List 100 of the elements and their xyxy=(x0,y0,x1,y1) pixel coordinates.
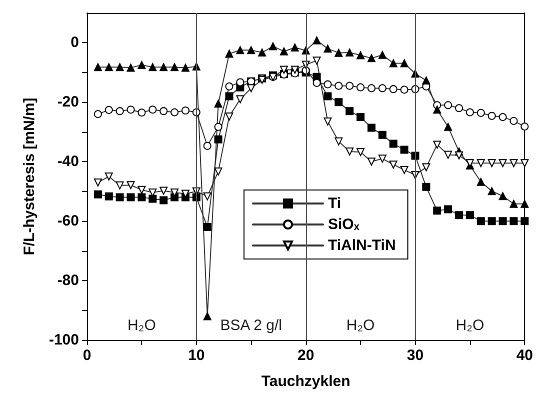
point xyxy=(520,217,529,226)
point xyxy=(378,50,386,59)
annotation: BSA 2 g/l xyxy=(220,316,282,334)
point xyxy=(510,159,518,168)
point xyxy=(444,205,452,214)
point xyxy=(104,106,113,114)
point xyxy=(269,42,278,50)
point xyxy=(455,151,464,160)
point xyxy=(422,163,430,172)
point xyxy=(214,100,222,108)
point xyxy=(94,178,102,186)
x-tick-label: 10 xyxy=(188,347,205,364)
x-axis-title: Tauchzyklen xyxy=(261,373,350,390)
point xyxy=(444,101,452,110)
point xyxy=(346,82,354,90)
point xyxy=(280,47,288,56)
point xyxy=(389,59,398,68)
point xyxy=(367,124,376,132)
point xyxy=(247,46,256,54)
point xyxy=(356,51,365,60)
point xyxy=(138,186,146,194)
point xyxy=(520,122,529,131)
point xyxy=(400,59,408,68)
point xyxy=(400,86,408,94)
point xyxy=(104,63,113,72)
point xyxy=(181,106,190,115)
annotation: H₂O xyxy=(456,316,484,334)
point xyxy=(400,166,408,174)
point xyxy=(488,217,496,226)
y-tick-label: 0 xyxy=(70,34,79,52)
point xyxy=(203,142,212,150)
point xyxy=(225,50,234,58)
point xyxy=(94,110,102,118)
point xyxy=(203,223,212,232)
point xyxy=(203,312,212,320)
point xyxy=(126,64,135,72)
point xyxy=(346,48,354,57)
point xyxy=(290,43,299,52)
point xyxy=(94,190,102,198)
point xyxy=(334,137,343,146)
point xyxy=(455,211,464,220)
point xyxy=(94,63,102,72)
point xyxy=(476,108,485,117)
point xyxy=(520,200,529,208)
point xyxy=(225,82,234,90)
point xyxy=(116,181,124,190)
point xyxy=(138,108,146,117)
point xyxy=(160,63,168,72)
point xyxy=(148,106,157,114)
point xyxy=(356,113,365,122)
point xyxy=(138,193,146,202)
point xyxy=(236,78,244,86)
y-tick-label: -60 xyxy=(57,212,79,230)
point xyxy=(225,112,234,120)
point xyxy=(104,172,113,180)
point xyxy=(148,63,157,72)
point xyxy=(520,159,529,168)
point xyxy=(324,118,332,126)
point xyxy=(466,108,474,116)
point xyxy=(466,211,474,220)
point xyxy=(433,106,442,114)
point xyxy=(476,217,485,226)
y-tick-label: -40 xyxy=(57,153,79,170)
point xyxy=(378,154,386,163)
point xyxy=(476,178,485,186)
point xyxy=(214,122,222,131)
x-tick-label: 20 xyxy=(297,347,314,364)
point xyxy=(203,192,212,200)
legend-label: SiOₓ xyxy=(328,216,360,233)
point xyxy=(160,107,168,116)
point xyxy=(116,193,124,202)
point xyxy=(444,122,452,131)
legend-label: TiAlN-TiN xyxy=(328,237,396,254)
point xyxy=(324,92,332,100)
point xyxy=(455,104,464,112)
point xyxy=(422,182,430,191)
point xyxy=(433,206,442,215)
point xyxy=(225,92,234,100)
point xyxy=(488,187,496,196)
point xyxy=(312,56,321,65)
legend-label: Ti xyxy=(328,195,342,212)
point xyxy=(148,194,157,203)
point xyxy=(312,78,321,87)
point xyxy=(367,84,376,92)
point xyxy=(400,146,408,154)
point xyxy=(116,63,124,72)
point xyxy=(367,158,376,166)
point xyxy=(214,135,222,144)
point xyxy=(389,140,398,148)
point xyxy=(160,196,168,204)
point xyxy=(334,98,343,106)
point xyxy=(170,63,179,72)
point xyxy=(258,48,266,57)
point xyxy=(290,66,299,74)
point xyxy=(236,46,244,54)
point xyxy=(126,181,135,190)
point xyxy=(389,160,398,169)
point xyxy=(214,167,222,176)
point xyxy=(367,54,376,62)
y-axis-title: F/L-hysteresis [mN/m] xyxy=(21,98,38,256)
